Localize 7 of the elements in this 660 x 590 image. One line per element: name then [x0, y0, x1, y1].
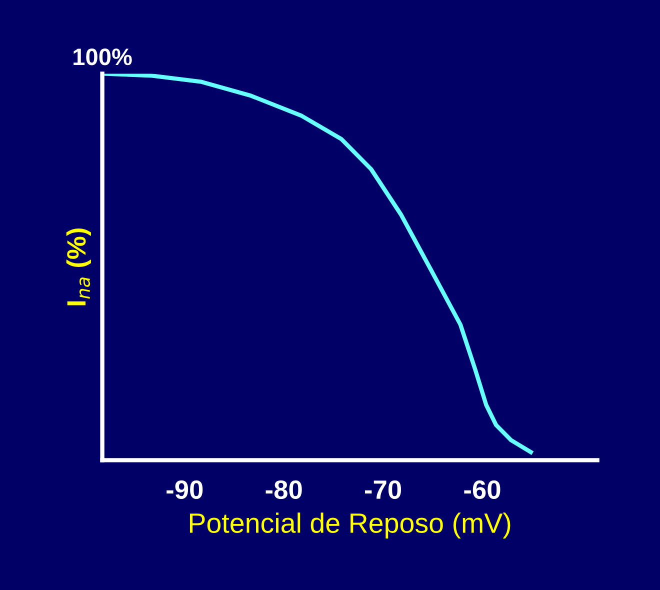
x-axis-title: Potencial de Reposo (mV) [190, 512, 510, 538]
x-tick-label: -90 [166, 480, 203, 500]
x-tick-label: -60 [464, 480, 500, 500]
text: 100% [74, 48, 132, 66]
x-tick-label: -80 [266, 480, 302, 500]
y-axis-title: I$_{na}$ (%) [66, 228, 91, 306]
x-tick-label: -70 [364, 480, 402, 500]
